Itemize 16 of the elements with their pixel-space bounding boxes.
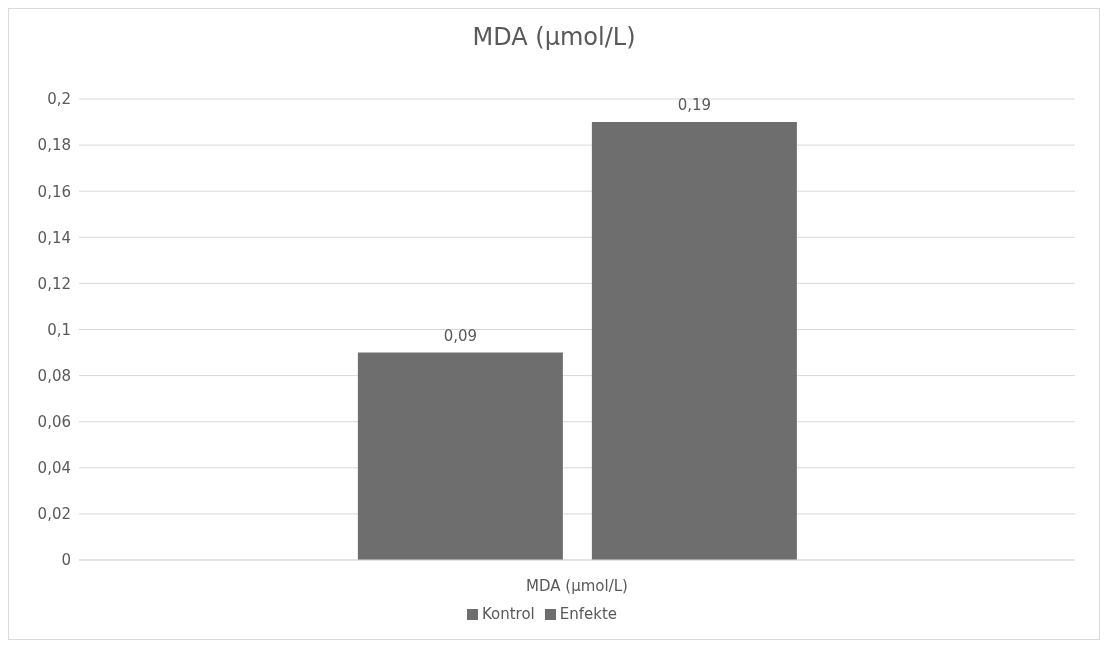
y-tick-label: 0,16	[37, 182, 71, 201]
y-tick-label: 0,18	[37, 136, 71, 155]
data-label: 0,19	[677, 96, 712, 115]
y-tick-label: 0,12	[37, 274, 71, 293]
chart-title: MDA (µmol/L)	[471, 23, 637, 53]
data-label: 0,09	[443, 326, 478, 345]
y-tick-label: 0,08	[37, 366, 71, 385]
y-tick-label: 0,04	[37, 459, 71, 478]
y-tick-label: 0,02	[37, 505, 71, 524]
y-tick-label: 0	[61, 551, 71, 570]
y-tick-label: 0,06	[37, 413, 71, 432]
legend-label: Kontrol	[481, 605, 535, 623]
y-tick-label: 0,14	[37, 228, 71, 247]
y-tick-label: 0,1	[47, 320, 71, 339]
legend-label: Enfekte	[559, 605, 618, 623]
y-tick-label: 0,2	[47, 90, 71, 109]
